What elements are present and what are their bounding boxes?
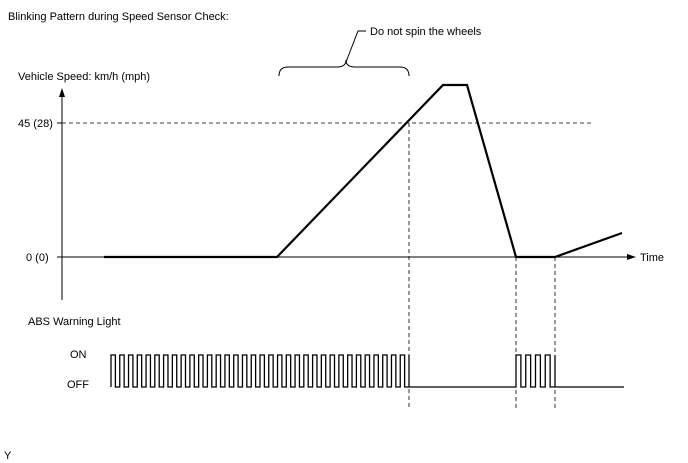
y-tick-45: 45 (28) [18, 118, 53, 130]
y-axis-label: Vehicle Speed: km/h (mph) [18, 71, 150, 83]
annotation-leader-line [345, 30, 366, 63]
time-axis-label: Time [640, 252, 664, 264]
abs-level-off: OFF [67, 379, 89, 391]
y-axis-arrow [59, 88, 65, 97]
abs-blink-waveform [110, 354, 624, 388]
annotation-brace [278, 59, 410, 77]
annotation-text: Do not spin the wheels [370, 26, 482, 38]
diagram-title: Blinking Pattern during Speed Sensor Che… [8, 11, 229, 23]
vehicle-speed-curve [104, 83, 623, 259]
abs-warning-light-label: ABS Warning Light [28, 316, 121, 328]
time-axis-arrow [627, 254, 636, 260]
abs-level-on: ON [70, 349, 87, 361]
y-tick-0: 0 (0) [26, 252, 49, 264]
footer-mark: Y [4, 450, 12, 462]
